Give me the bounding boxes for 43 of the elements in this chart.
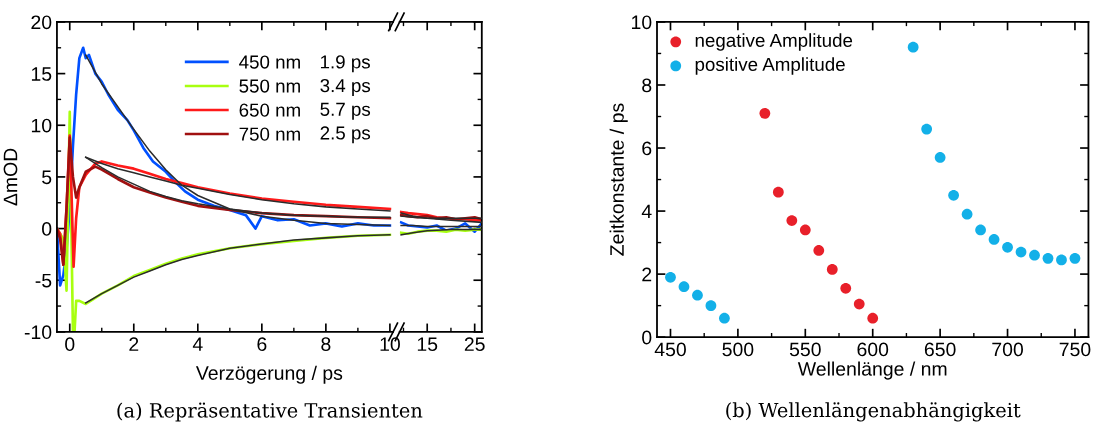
x-tick-label: 550 bbox=[789, 342, 821, 357]
y-tick-label: 6 bbox=[642, 141, 652, 156]
y-tick-label: 0 bbox=[42, 222, 52, 236]
text: (a) Repräsentative Transienten bbox=[117, 402, 423, 422]
legend-label: 650 nm bbox=[239, 103, 300, 117]
x-tick-label: 25 bbox=[464, 337, 485, 352]
y-tick-label: -10 bbox=[24, 325, 52, 340]
y-axis-title: Zeitkonstante / ps bbox=[609, 103, 628, 256]
x-tick-label: 650 bbox=[924, 342, 956, 357]
x-tick-label: 10 bbox=[380, 337, 400, 352]
text: (b) Wellenlängenabhängigkeit bbox=[726, 402, 1021, 422]
annotation: 3.4 ps bbox=[320, 78, 371, 96]
y-tick-label: 10 bbox=[632, 15, 652, 30]
y-tick-label: 4 bbox=[641, 204, 652, 219]
legend-label: positive Amplitude bbox=[695, 57, 845, 75]
legend-label: 550 nm bbox=[239, 79, 300, 93]
y-tick-label: 5 bbox=[42, 170, 52, 185]
y-tick-label: 2 bbox=[642, 267, 652, 282]
x-tick-label: 450 bbox=[654, 342, 686, 357]
x-axis-title: Verzögerung / ps bbox=[195, 365, 343, 384]
y-tick-label: 8 bbox=[642, 78, 652, 93]
legend-label: negative Amplitude bbox=[695, 33, 853, 51]
y-tick-label: 20 bbox=[31, 15, 52, 30]
annotation: 1.9 ps bbox=[320, 55, 370, 73]
x-axis-title: Wellenlänge / nm bbox=[797, 361, 947, 380]
x-tick-label: 6 bbox=[257, 337, 267, 352]
x-tick-label: 2 bbox=[129, 337, 139, 351]
annotation: 2.5 ps bbox=[320, 126, 371, 144]
y-tick-label: -5 bbox=[35, 273, 52, 288]
x-tick-label: 8 bbox=[321, 337, 331, 352]
y-tick-label: 10 bbox=[31, 118, 52, 133]
y-tick-label: 15 bbox=[31, 67, 52, 81]
y-axis-title: ΔmOD bbox=[3, 148, 18, 206]
x-tick-label: 700 bbox=[992, 342, 1023, 357]
legend-label: 750 nm bbox=[239, 127, 300, 141]
legend-label: 450 nm bbox=[239, 55, 300, 69]
x-tick-label: 500 bbox=[722, 342, 754, 357]
x-tick-label: 4 bbox=[192, 337, 203, 351]
x-tick-label: 600 bbox=[857, 342, 889, 357]
annotation: 5.7 ps bbox=[320, 102, 371, 120]
x-tick-label: 0 bbox=[65, 337, 75, 352]
x-tick-label: 15 bbox=[417, 337, 438, 352]
x-tick-label: 750 bbox=[1059, 342, 1091, 357]
